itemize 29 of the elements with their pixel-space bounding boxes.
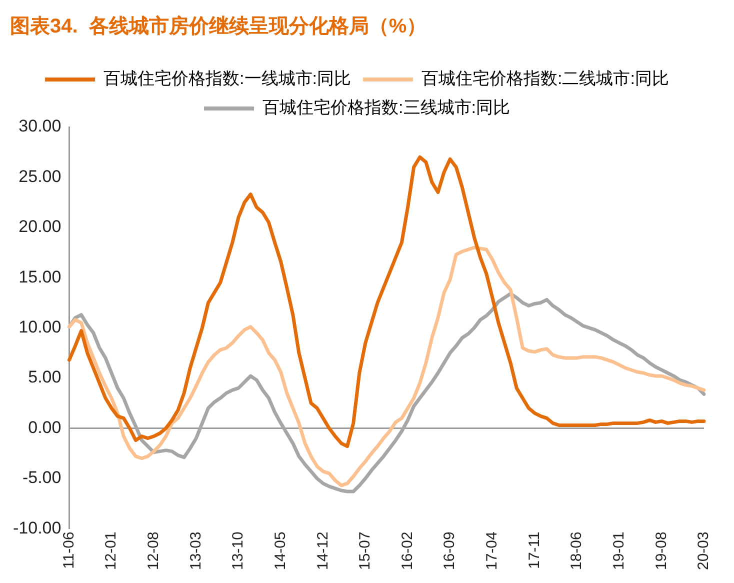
x-tick-label: 19-08 — [652, 532, 670, 570]
x-tick-label: 17-11 — [526, 532, 543, 569]
x-tick-label: 14-12 — [314, 532, 332, 570]
x-tick-label: 14-05 — [272, 532, 289, 570]
y-tick-label: 10.00 — [18, 318, 62, 337]
x-tick-label: 20-03 — [695, 532, 712, 570]
chart-title: 图表34. 各线城市房价继续呈现分化格局（%） — [10, 14, 427, 38]
y-tick-label: -10.00 — [13, 518, 62, 538]
legend-label: 百城住宅价格指数:一线城市:同比 — [104, 69, 352, 88]
y-tick-label: -5.00 — [22, 468, 62, 488]
x-tick-label: 15-07 — [356, 532, 374, 570]
x-tick-label: 12-01 — [102, 532, 120, 570]
x-tick-label: 17-04 — [484, 532, 501, 570]
y-tick-label: 15.00 — [18, 267, 62, 286]
legend-label: 百城住宅价格指数:二线城市:同比 — [422, 69, 669, 88]
x-tick-label: 13-03 — [187, 532, 204, 570]
x-tick-label: 11-06 — [60, 532, 78, 569]
legend-label: 百城住宅价格指数:三线城市:同比 — [262, 98, 510, 118]
x-tick-label: 19-01 — [610, 532, 628, 570]
x-tick-label: 13-10 — [230, 532, 247, 570]
y-tick-label: 20.00 — [18, 217, 62, 236]
y-tick-label: 5.00 — [28, 368, 62, 387]
x-tick-label: 18-06 — [568, 532, 586, 570]
x-tick-label: 16-09 — [441, 532, 458, 570]
y-tick-label: 25.00 — [18, 166, 62, 186]
x-tick-label: 12-08 — [144, 532, 162, 570]
y-tick-label: 0.00 — [28, 418, 62, 437]
y-tick-label: 30.00 — [18, 116, 62, 136]
x-tick-label: 16-02 — [398, 532, 416, 570]
